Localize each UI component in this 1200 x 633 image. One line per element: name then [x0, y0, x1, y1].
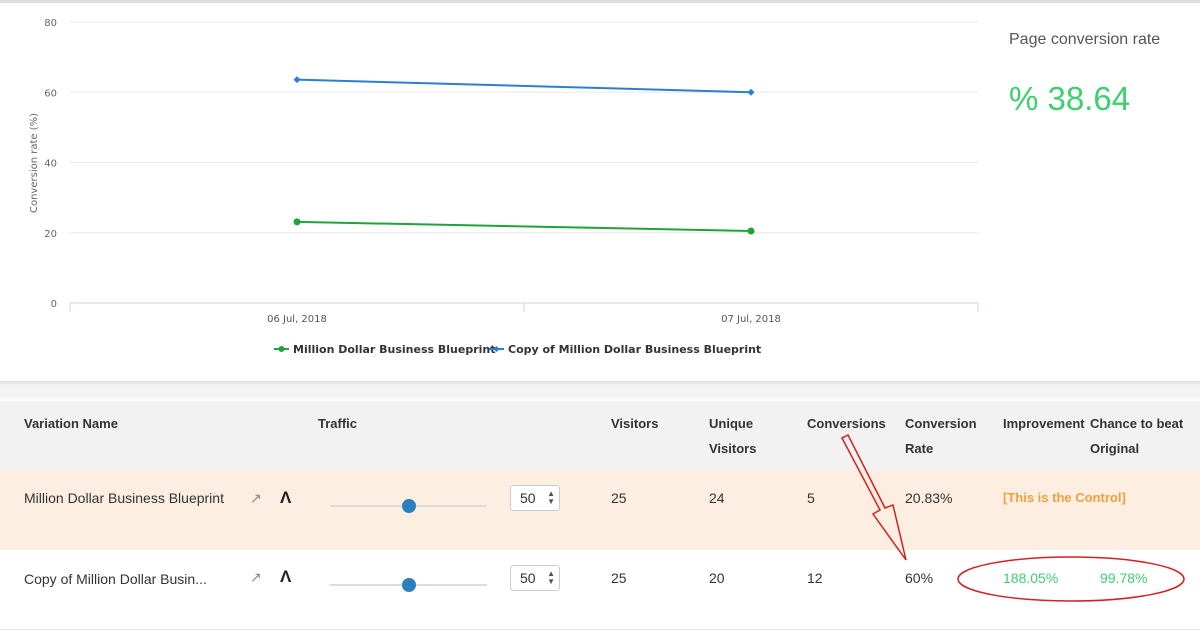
- conversion-rate: 20.83%: [905, 490, 953, 506]
- stepper-arrows-icon[interactable]: ▲ ▼: [547, 569, 555, 586]
- conversions: 12: [807, 570, 823, 586]
- data-point: [293, 218, 301, 226]
- th-improvement: Improvement: [1003, 416, 1085, 431]
- data-point: [747, 88, 755, 96]
- data-point: [293, 76, 301, 84]
- y-tick-label: 80: [44, 18, 57, 29]
- external-link-icon[interactable]: ↗: [250, 569, 262, 585]
- th-unique-2: Visitors: [709, 441, 757, 456]
- legend-marker: [278, 346, 285, 352]
- legend-label: Million Dollar Business Blueprint: [293, 343, 496, 356]
- variation-name: Million Dollar Business Blueprint: [24, 490, 224, 506]
- stepper-arrows-icon[interactable]: ▲ ▼: [547, 489, 555, 506]
- y-axis-label: Conversion rate (%): [29, 113, 40, 213]
- y-tick-label: 0: [51, 299, 57, 310]
- conversions: 5: [807, 490, 815, 506]
- control-label: [This is the Control]: [1003, 490, 1126, 505]
- data-point: [747, 227, 755, 235]
- x-tick-label: 06 Jul, 2018: [267, 314, 327, 325]
- chance-to-beat: 99.78%: [1100, 570, 1148, 586]
- analytics-icon[interactable]: Λ: [280, 488, 292, 507]
- slider-handle[interactable]: [402, 499, 416, 513]
- traffic-slider[interactable]: [330, 499, 487, 513]
- th-rate: Conversion: [905, 416, 977, 431]
- y-tick-label: 20: [44, 229, 57, 240]
- th-rate-2: Rate: [905, 441, 934, 456]
- y-tick-label: 60: [44, 88, 57, 99]
- section-divider: [0, 381, 1200, 401]
- visitors: 25: [611, 570, 627, 586]
- visitors: 25: [611, 490, 627, 506]
- analytics-icon[interactable]: Λ: [280, 567, 292, 586]
- table-row: Million Dollar Business Blueprint ↗ Λ 50…: [0, 470, 1200, 550]
- series-line: [296, 78, 752, 94]
- variation-name: Copy of Million Dollar Busin...: [24, 571, 207, 587]
- unique-visitors: 24: [709, 490, 725, 506]
- table-row: Copy of Million Dollar Busin... ↗ Λ 50 ▲ ▼…: [0, 550, 1200, 630]
- external-link-icon[interactable]: ↗: [250, 490, 262, 506]
- conversion-rate: 60%: [905, 570, 934, 586]
- traffic-slider[interactable]: [330, 578, 487, 592]
- traffic-stepper[interactable]: 50 ▲ ▼: [510, 565, 560, 591]
- slider-handle[interactable]: [402, 578, 416, 592]
- x-tick-label: 07 Jul, 2018: [721, 314, 781, 325]
- series-line: [296, 220, 752, 232]
- th-conversions: Conversions: [807, 416, 886, 431]
- th-variation-name: Variation Name: [24, 416, 118, 431]
- th-chance-2: Original: [1090, 441, 1140, 456]
- kpi-value: % 38.64: [1009, 80, 1131, 117]
- th-visitors: Visitors: [611, 416, 659, 431]
- conversion-chart: 0 20 40 60 80 06 Jul, 2018 07 Jul, 2018 Convers…: [29, 18, 979, 356]
- improvement: 188.05%: [1003, 570, 1059, 586]
- legend-marker: [493, 346, 500, 352]
- traffic-stepper[interactable]: 50 ▲ ▼: [510, 485, 560, 511]
- top-border: [0, 0, 1200, 3]
- traffic-value: 50: [520, 490, 536, 506]
- kpi-label: Page conversion rate: [1009, 31, 1161, 48]
- th-chance: Chance to beat: [1090, 416, 1184, 431]
- th-unique: Unique: [709, 416, 754, 431]
- traffic-value: 50: [520, 570, 536, 586]
- th-traffic: Traffic: [318, 416, 358, 431]
- legend-label: Copy of Million Dollar Business Blueprin…: [508, 343, 761, 356]
- table-header: Variation Name Traffic Visitors Unique V…: [0, 401, 1200, 470]
- y-tick-label: 40: [44, 159, 57, 170]
- unique-visitors: 20: [709, 570, 725, 586]
